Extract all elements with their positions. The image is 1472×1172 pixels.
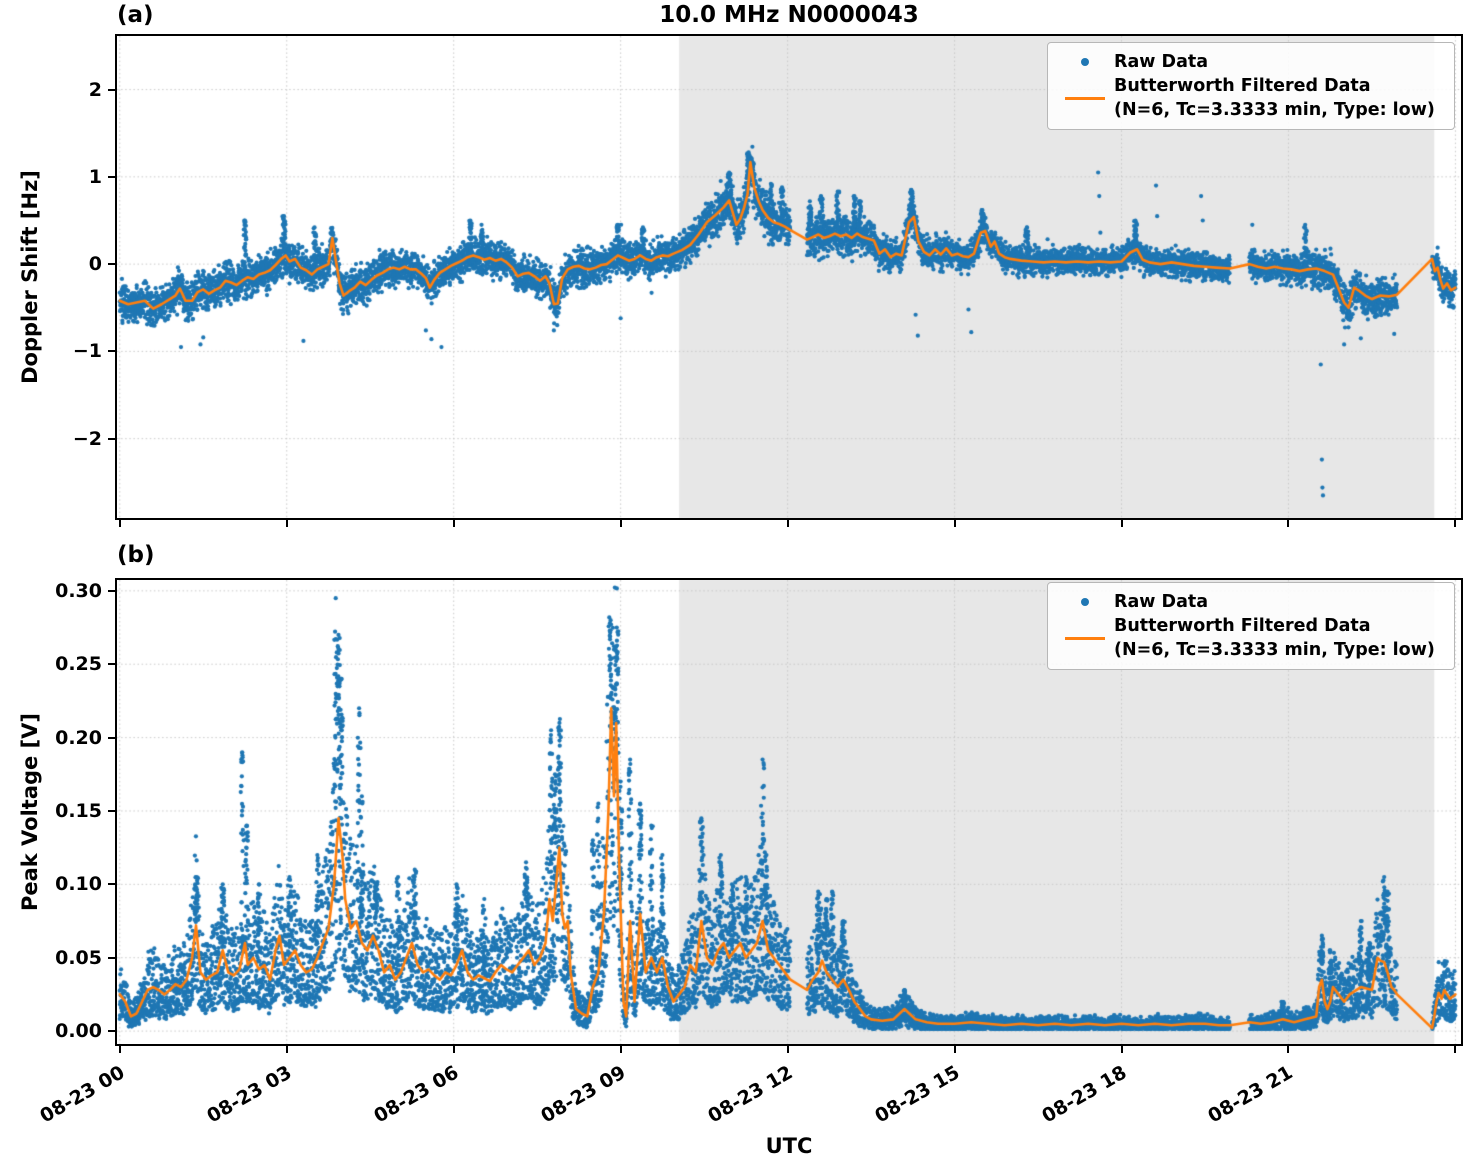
raw-data-marker-icon [1056, 58, 1114, 66]
y-tick-mark [108, 1030, 115, 1033]
legend-filtered-sublabel: (N=6, Tc=3.3333 min, Type: low) [1114, 640, 1435, 660]
panel-a-label: (a) [117, 2, 154, 28]
y-tick-label: 0.20 [55, 726, 102, 749]
x-tick-mark [1287, 1046, 1290, 1053]
x-tick-mark [1454, 520, 1457, 527]
x-tick-mark [1454, 1046, 1457, 1053]
x-tick-mark [285, 1046, 288, 1053]
legend-doppler: Raw Data Butterworth Filtered Data (N=6,… [1047, 42, 1455, 130]
x-tick-mark [118, 520, 121, 527]
panel-b-label: (b) [117, 542, 155, 568]
x-tick-mark [953, 1046, 956, 1053]
y-tick-mark [108, 589, 115, 592]
x-tick-label: 08-23 00 [36, 1061, 129, 1128]
y-tick-label: 0 [88, 253, 102, 276]
y-tick-mark [108, 956, 115, 959]
x-tick-mark [619, 520, 622, 527]
x-tick-mark [1287, 520, 1290, 527]
legend-voltage: Raw Data Butterworth Filtered Data (N=6,… [1047, 582, 1455, 670]
x-tick-mark [953, 520, 956, 527]
x-axis-label: UTC [765, 1134, 813, 1158]
filtered-line-marker-icon [1056, 636, 1114, 640]
y-tick-label: 0.15 [55, 799, 102, 822]
legend-entry-raw: Raw Data [1056, 590, 1444, 614]
x-tick-mark [786, 520, 789, 527]
y-tick-mark [108, 437, 115, 440]
y-tick-label: −2 [72, 427, 102, 450]
y-tick-label: 0.30 [55, 579, 102, 602]
x-tick-mark [1120, 520, 1123, 527]
legend-entry-raw: Raw Data [1056, 50, 1444, 74]
y-tick-label: 0.25 [55, 653, 102, 676]
legend-entry-filtered: Butterworth Filtered Data (N=6, Tc=3.333… [1056, 74, 1444, 122]
y-tick-mark [108, 883, 115, 886]
y-tick-mark [108, 663, 115, 666]
x-tick-mark [1120, 1046, 1123, 1053]
y-tick-label: 0.10 [55, 873, 102, 896]
y-tick-label: 2 [88, 78, 102, 101]
y-tick-mark [108, 175, 115, 178]
y-tick-label: 0.05 [55, 946, 102, 969]
y-tick-mark [108, 350, 115, 353]
x-tick-mark [619, 1046, 622, 1053]
raw-data-marker-icon [1056, 598, 1114, 606]
y-tick-mark [108, 736, 115, 739]
legend-raw-label: Raw Data [1114, 592, 1209, 612]
y-tick-label: −1 [72, 340, 102, 363]
y-tick-label: 1 [88, 165, 102, 188]
x-tick-mark [118, 1046, 121, 1053]
x-tick-mark [285, 520, 288, 527]
legend-filtered-label: Butterworth Filtered Data [1114, 616, 1371, 636]
filtered-line-marker-icon [1056, 96, 1114, 100]
x-tick-mark [452, 520, 455, 527]
legend-raw-label: Raw Data [1114, 52, 1209, 72]
legend-filtered-sublabel: (N=6, Tc=3.3333 min, Type: low) [1114, 100, 1435, 120]
y-tick-mark [108, 263, 115, 266]
y-tick-label: 0.00 [55, 1020, 102, 1043]
x-tick-mark [786, 1046, 789, 1053]
chart-title: 10.0 MHz N0000043 [659, 2, 919, 28]
legend-entry-filtered: Butterworth Filtered Data (N=6, Tc=3.333… [1056, 614, 1444, 662]
y-tick-mark [108, 809, 115, 812]
legend-filtered-label: Butterworth Filtered Data [1114, 76, 1371, 96]
y-tick-mark [108, 88, 115, 91]
x-tick-mark [452, 1046, 455, 1053]
